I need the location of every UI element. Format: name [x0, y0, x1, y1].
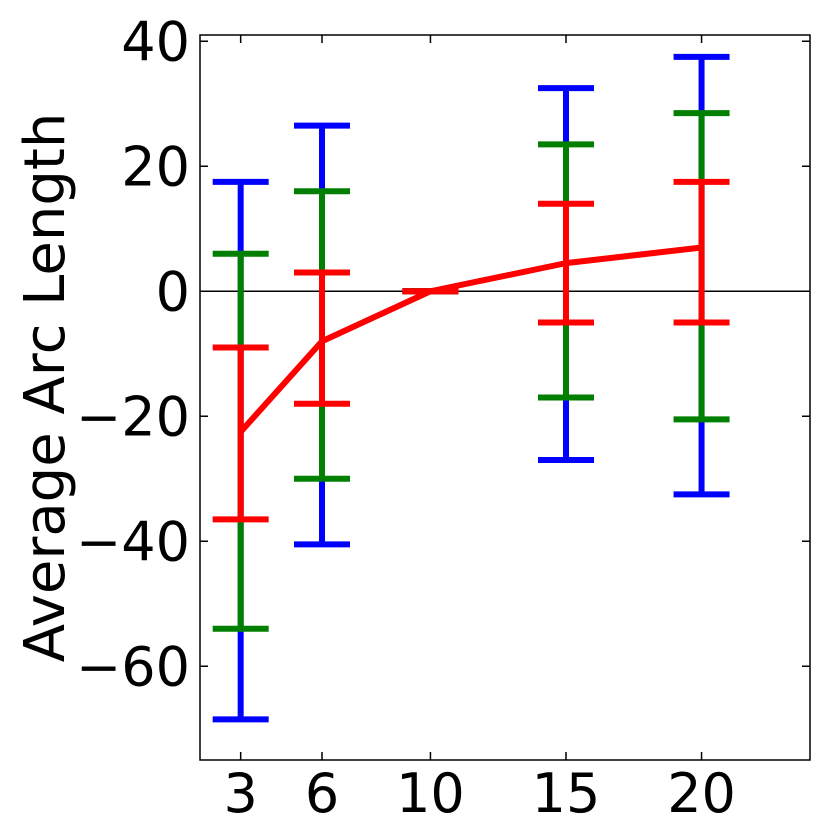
series-line-0: [238, 244, 702, 434]
x-tick-label-15: 15: [532, 762, 601, 825]
y-tick-label-40: 40: [121, 10, 190, 73]
y-tick-label--40: −40: [76, 510, 190, 573]
y-tick-label--20: −20: [76, 385, 190, 448]
x-tick-label-10: 10: [396, 762, 465, 825]
axis-ticks: 3 6 10 15 20 40 20 0 −20 −40 −60: [76, 10, 810, 825]
plot-frame: [199, 34, 811, 761]
y-tick-label-0: 0: [156, 260, 190, 323]
chart-marks: [200, 53, 810, 723]
x-tick-label-3: 3: [223, 762, 257, 825]
x-tick-label-6: 6: [305, 762, 339, 825]
y-axis-title: Average Arc Length: [13, 113, 78, 663]
y-tick-label-20: 20: [121, 135, 190, 198]
y-tick-label--60: −60: [76, 635, 190, 698]
x-tick-label-20: 20: [667, 762, 736, 825]
